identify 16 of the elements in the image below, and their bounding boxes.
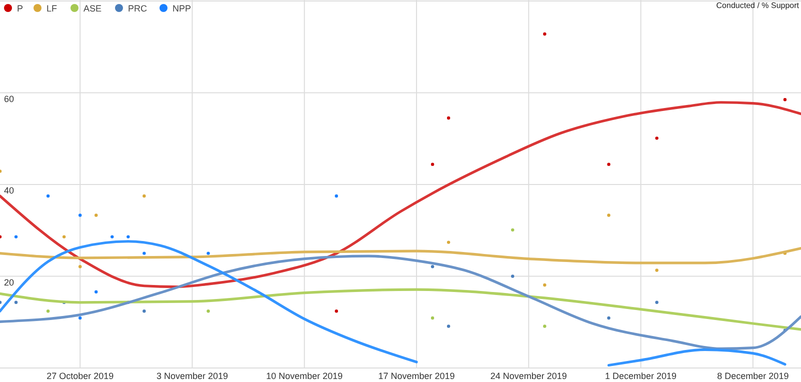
x-tick-label: 3 November 2019 xyxy=(156,371,228,381)
x-tick-label: 10 November 2019 xyxy=(266,371,343,381)
x-tick-label: 24 November 2019 xyxy=(490,371,567,381)
x-tick-label: 1 December 2019 xyxy=(605,371,677,381)
legend-label: ASE xyxy=(84,4,102,14)
y-tick-label: 60 xyxy=(4,94,14,104)
y-tick-label: 40 xyxy=(4,186,14,196)
legend-label: NPP xyxy=(172,4,192,14)
legend-label: P xyxy=(17,4,24,14)
annotation: Conducted / % Support xyxy=(716,1,800,10)
y-tick-label: 20 xyxy=(4,277,14,288)
x-tick-label: 17 November 2019 xyxy=(378,371,455,381)
x-tick-label: 8 December 2019 xyxy=(717,371,789,381)
legend-label: PRC xyxy=(128,4,148,14)
x-tick-label: 27 October 2019 xyxy=(46,371,114,381)
legend-label: LF xyxy=(46,4,58,14)
